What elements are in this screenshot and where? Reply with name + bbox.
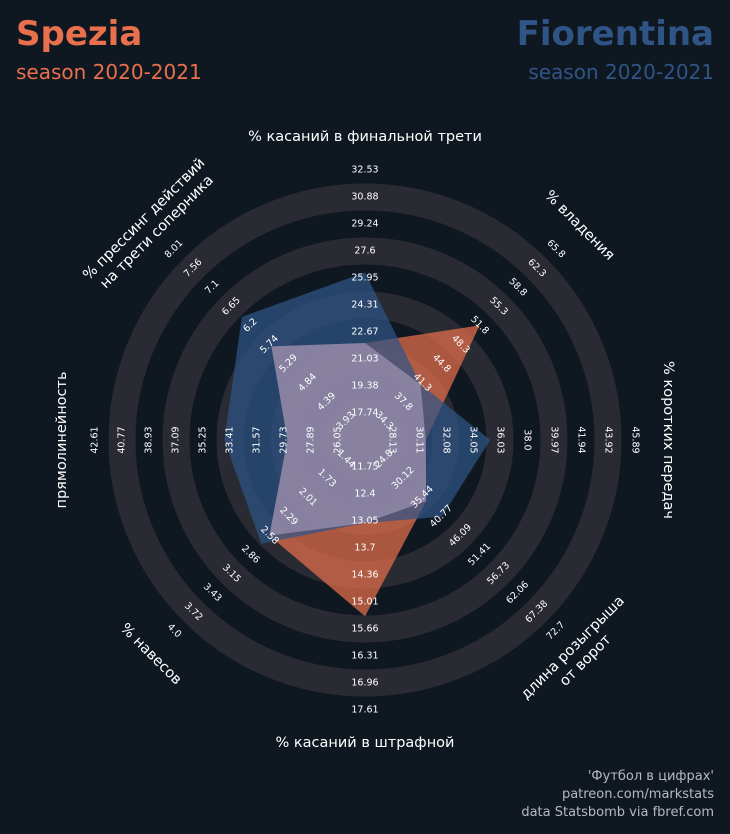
axis-label-group: прямолинейность <box>54 371 70 508</box>
tick-label: 16.96 <box>351 678 378 689</box>
tick-label: 45.89 <box>630 426 641 453</box>
radar-polygons <box>224 272 491 617</box>
tick-label: 15.01 <box>351 597 378 608</box>
radar-ring <box>108 183 622 697</box>
axis-label-group: % коротких передач <box>660 361 676 519</box>
tick-label: 11.75 <box>351 462 378 473</box>
home-team-name: Spezia <box>16 14 143 54</box>
tick-label: 13.05 <box>351 516 378 527</box>
axis-label: прямолинейность <box>54 371 70 508</box>
tick-label: 17.74 <box>351 408 378 419</box>
away-team-season: season 2020-2021 <box>528 60 714 84</box>
tick-label: 19.38 <box>351 381 378 392</box>
tick-label: 14.36 <box>351 570 378 581</box>
tick-label: 27.6 <box>354 246 375 257</box>
tick-label: 27.89 <box>306 426 317 453</box>
tick-label: 32.08 <box>441 426 452 453</box>
credits-line: 'Футбол в цифрах' <box>587 769 714 784</box>
tick-label: 24.31 <box>351 300 378 311</box>
radar-series-overlap <box>269 343 427 536</box>
home-team-season: season 2020-2021 <box>16 60 202 84</box>
tick-label: 30.88 <box>351 192 378 203</box>
axis-label-group: % касаний в штрафной <box>276 735 455 751</box>
tick-label: 38.0 <box>522 429 533 450</box>
tick-label: 21.03 <box>351 354 378 365</box>
tick-label: 29.73 <box>279 426 290 453</box>
tick-label: 25.95 <box>351 273 378 284</box>
tick-label: 40.77 <box>117 426 128 453</box>
tick-label: 15.66 <box>351 624 378 635</box>
tick-label: 36.03 <box>495 426 506 453</box>
tick-label: 42.61 <box>90 426 101 453</box>
tick-label: 33.41 <box>225 426 236 453</box>
tick-label: 17.61 <box>351 705 378 716</box>
away-team-name: Fiorentina <box>516 14 714 54</box>
tick-label: 13.7 <box>354 543 375 554</box>
credits-line: data Statsbomb via fbref.com <box>521 805 714 820</box>
tick-label: 39.97 <box>549 426 560 453</box>
tick-label: 35.25 <box>198 426 209 453</box>
tick-label: 28.13 <box>387 426 398 453</box>
axis-label-group: % касаний в финальной трети <box>248 129 482 145</box>
tick-label: 29.24 <box>351 219 378 230</box>
radar-series-fiorentina <box>224 272 491 544</box>
credits: 'Футбол в цифрах' patreon.com/markstats … <box>521 768 714 822</box>
tick-label: 31.57 <box>252 426 263 453</box>
tick-label: 26.05 <box>333 426 344 453</box>
tick-label: 22.67 <box>351 327 378 338</box>
radar-ring <box>162 237 568 643</box>
tick-label: 30.11 <box>414 426 425 453</box>
credits-line: patreon.com/markstats <box>561 787 714 802</box>
tick-label: 16.31 <box>351 651 378 662</box>
tick-label: 41.94 <box>576 426 587 453</box>
tick-label: 32.53 <box>351 165 378 176</box>
axis-label: % касаний в штрафной <box>276 735 455 751</box>
tick-label: 43.92 <box>603 426 614 453</box>
tick-label: 34.05 <box>468 426 479 453</box>
axis-label: % касаний в финальной трети <box>248 129 482 145</box>
axis-label: % коротких передач <box>660 361 676 519</box>
tick-label: 12.4 <box>354 489 375 500</box>
tick-label: 38.93 <box>144 426 155 453</box>
tick-label: 37.09 <box>171 426 182 453</box>
